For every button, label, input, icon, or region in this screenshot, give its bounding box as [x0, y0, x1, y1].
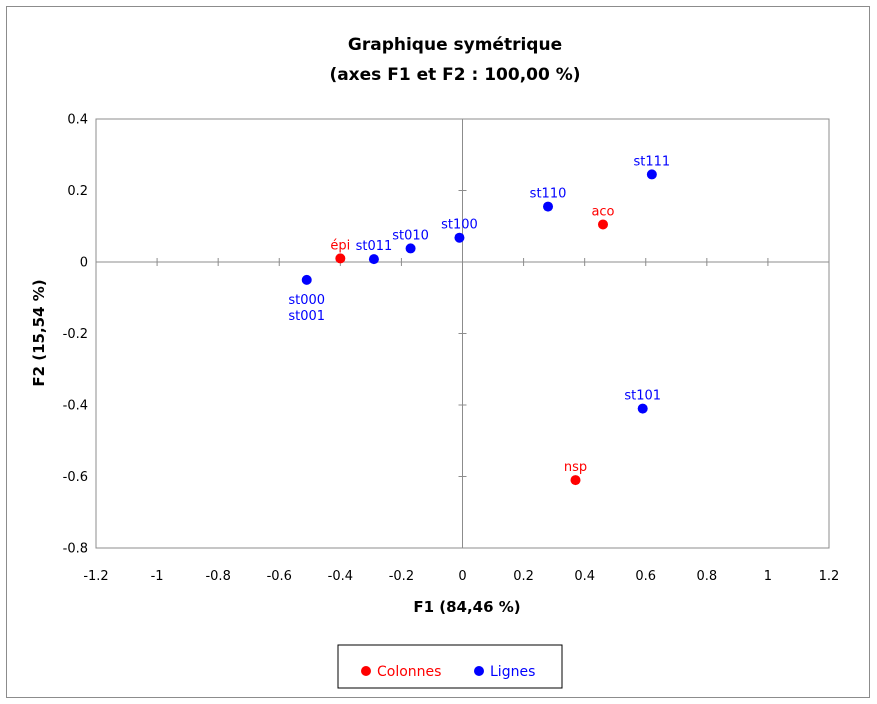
x-tick-label: -0.8	[205, 569, 230, 584]
y-tick-label: -0.8	[63, 542, 88, 557]
x-tick-label: 0.8	[696, 569, 717, 584]
y-axis-title: F2 (15,54 %)	[30, 279, 48, 386]
point-label-nsp: nsp	[564, 460, 587, 475]
legend-label-lignes: Lignes	[490, 664, 535, 680]
x-tick-label: 1	[764, 569, 772, 584]
point-label-st101: st101	[624, 389, 661, 404]
point-st101	[637, 403, 648, 414]
y-tick-labels: 0.4 0.2 0 -0.2 -0.4 -0.6 -0.8	[63, 113, 88, 557]
legend-label-colonnes: Colonnes	[377, 664, 441, 680]
legend-box	[337, 644, 563, 689]
y-tick-label: 0	[80, 256, 88, 271]
y-tick-label: -0.2	[63, 327, 88, 342]
y-tick-label: 0.2	[67, 184, 88, 199]
point-st110	[543, 201, 554, 212]
point-label-aco: aco	[591, 204, 614, 219]
point-label-st011: st011	[356, 239, 393, 254]
point-label-st010: st010	[392, 228, 429, 243]
legend-marker-lignes	[474, 666, 484, 676]
point-label-épi: épi	[330, 238, 350, 253]
x-tick-label: -0.4	[328, 569, 353, 584]
legend: Colonnes Lignes	[337, 644, 563, 689]
x-axis-title: F1 (84,46 %)	[413, 598, 520, 616]
point-aco	[597, 219, 608, 230]
chart-title: Graphique symétrique	[348, 35, 562, 55]
point-label-st001: st001	[288, 309, 325, 324]
point-label-st110: st110	[530, 187, 567, 202]
x-tick-label: 1.2	[819, 569, 840, 584]
point-label-st100: st100	[441, 218, 478, 233]
x-tick-label: 0.4	[574, 569, 595, 584]
x-tick-label: 0.2	[513, 569, 534, 584]
x-tick-label: -1.2	[83, 569, 108, 584]
y-tick-label: 0.4	[67, 113, 88, 128]
point-st000	[301, 274, 312, 285]
y-tick-label: -0.4	[63, 399, 88, 414]
point-label-st000: st000	[288, 293, 325, 308]
legend-marker-colonnes	[361, 666, 371, 676]
point-label-st111: st111	[634, 154, 671, 169]
x-tick-label: 0	[458, 569, 466, 584]
x-tick-label: -0.2	[389, 569, 414, 584]
chart-subtitle: (axes F1 et F2 : 100,00 %)	[329, 65, 580, 85]
x-tick-label: -1	[151, 569, 164, 584]
axes	[95, 118, 830, 549]
x-tick-label: -0.6	[267, 569, 292, 584]
x-tick-label: 0.6	[635, 569, 656, 584]
point-st100	[454, 232, 465, 243]
x-tick-labels: -1.2 -1 -0.8 -0.6 -0.4 -0.2 0 0.2 0.4 0.6 0.8 1 1.2	[83, 569, 839, 584]
point-nsp	[570, 475, 581, 486]
point-st111	[646, 169, 657, 180]
point-épi	[335, 253, 346, 264]
point-st010	[405, 243, 416, 254]
chart-frame	[6, 6, 870, 698]
y-tick-label: -0.6	[63, 470, 88, 485]
point-st011	[368, 254, 379, 265]
